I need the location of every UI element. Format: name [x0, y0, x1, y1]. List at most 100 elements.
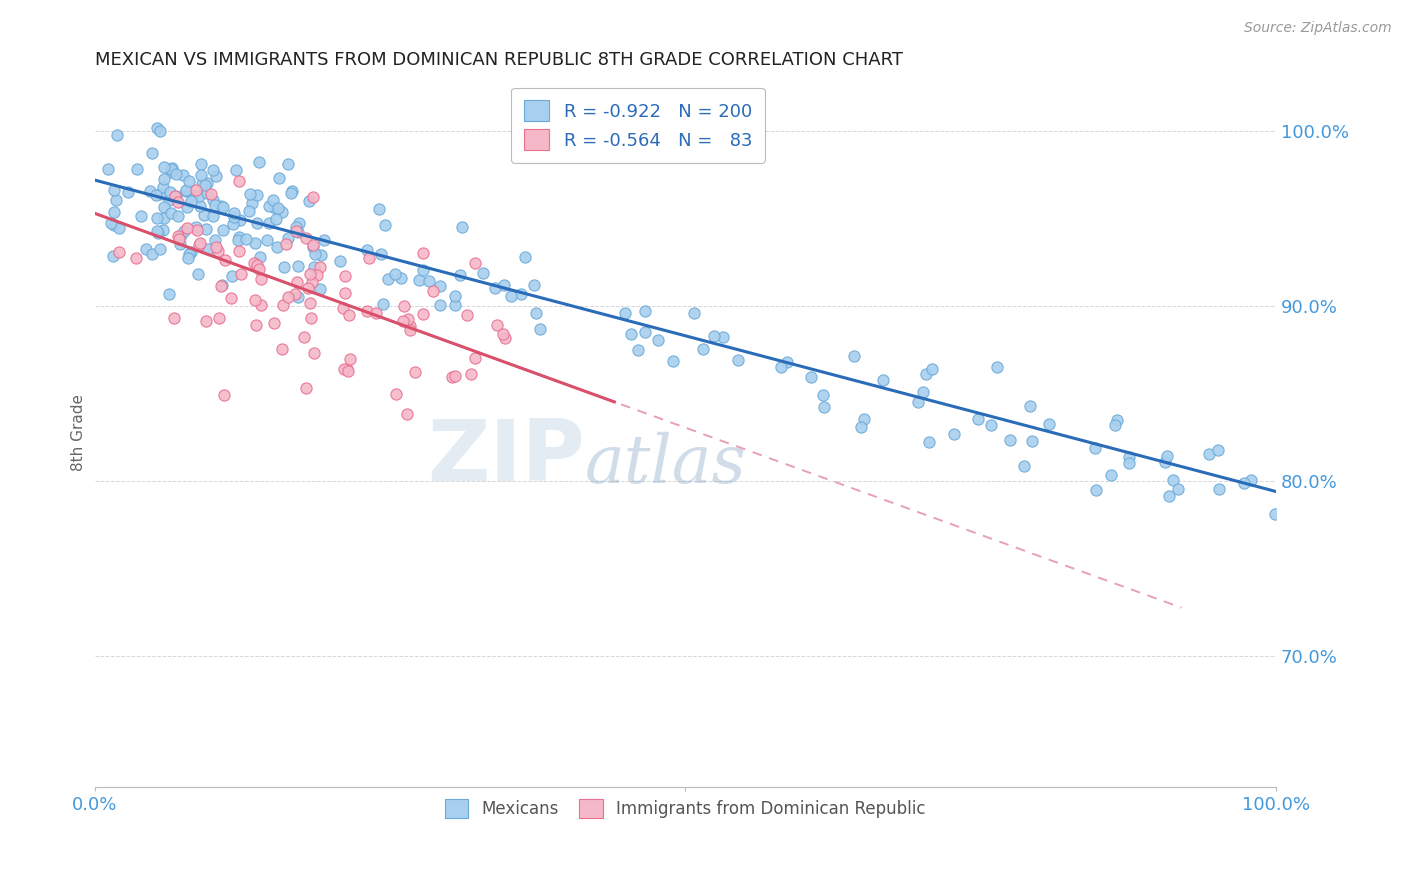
Point — [129, 209, 152, 223]
Point — [239, 187, 262, 202]
Point — [209, 199, 232, 213]
Point — [980, 417, 1002, 432]
Point — [184, 220, 207, 235]
Point — [943, 427, 966, 442]
Point — [312, 233, 335, 247]
Point — [187, 268, 209, 282]
Point — [1154, 455, 1177, 469]
Point — [395, 408, 418, 422]
Point — [1021, 434, 1043, 448]
Point — [329, 253, 352, 268]
Point — [243, 256, 266, 270]
Point — [176, 251, 198, 265]
Point — [273, 260, 295, 274]
Point — [222, 206, 245, 220]
Point — [1167, 483, 1189, 497]
Point — [277, 290, 299, 304]
Point — [1233, 476, 1256, 491]
Point — [1012, 458, 1035, 473]
Point — [515, 250, 537, 264]
Point — [153, 171, 176, 186]
Point — [159, 206, 181, 220]
Point — [662, 354, 685, 368]
Point — [309, 248, 332, 262]
Point — [302, 260, 325, 274]
Point — [1264, 507, 1286, 521]
Point — [368, 202, 391, 216]
Point — [813, 388, 835, 402]
Point — [194, 221, 217, 235]
Point — [912, 385, 935, 400]
Point — [456, 308, 478, 322]
Point — [174, 183, 197, 197]
Point — [165, 188, 187, 202]
Point — [167, 209, 190, 223]
Point — [499, 289, 522, 303]
Point — [149, 124, 172, 138]
Point — [1118, 450, 1140, 464]
Point — [228, 229, 250, 244]
Point — [1161, 474, 1184, 488]
Point — [245, 318, 267, 332]
Point — [422, 284, 444, 298]
Point — [246, 187, 269, 202]
Point — [492, 326, 515, 341]
Point — [204, 233, 226, 247]
Point — [309, 260, 332, 274]
Point — [523, 278, 546, 293]
Point — [141, 146, 163, 161]
Point — [1084, 483, 1107, 498]
Point — [125, 161, 148, 176]
Point — [872, 373, 894, 387]
Point — [264, 212, 287, 227]
Point — [277, 231, 299, 245]
Point — [177, 247, 200, 261]
Point — [412, 307, 434, 321]
Point — [214, 252, 236, 267]
Point — [281, 184, 304, 198]
Point — [152, 179, 174, 194]
Point — [1118, 457, 1140, 471]
Point — [135, 243, 157, 257]
Point — [450, 220, 472, 235]
Point — [1099, 467, 1122, 482]
Point — [392, 314, 415, 328]
Point — [160, 161, 183, 175]
Point — [915, 367, 938, 381]
Point — [266, 240, 288, 254]
Point — [157, 287, 180, 301]
Point — [262, 193, 284, 207]
Point — [159, 185, 181, 199]
Point — [1206, 442, 1229, 457]
Point — [494, 331, 516, 345]
Point — [103, 219, 125, 233]
Point — [308, 281, 330, 295]
Point — [149, 187, 172, 202]
Point — [146, 121, 169, 136]
Point — [97, 162, 120, 177]
Point — [727, 353, 749, 368]
Point — [800, 370, 823, 384]
Point — [295, 381, 318, 395]
Point — [389, 270, 412, 285]
Point — [1156, 449, 1178, 463]
Point — [146, 211, 169, 225]
Point — [188, 237, 211, 252]
Point — [418, 274, 440, 288]
Point — [298, 267, 321, 281]
Point — [225, 163, 247, 178]
Point — [180, 245, 202, 260]
Point — [193, 208, 215, 222]
Point — [302, 240, 325, 254]
Point — [304, 246, 326, 260]
Text: MEXICAN VS IMMIGRANTS FROM DOMINICAN REPUBLIC 8TH GRADE CORRELATION CHART: MEXICAN VS IMMIGRANTS FROM DOMINICAN REP… — [94, 51, 903, 69]
Point — [307, 268, 329, 282]
Point — [429, 298, 451, 312]
Point — [356, 304, 378, 318]
Point — [444, 369, 467, 384]
Point — [377, 271, 399, 285]
Point — [153, 211, 176, 226]
Point — [186, 223, 208, 237]
Point — [103, 205, 125, 219]
Point — [332, 301, 354, 315]
